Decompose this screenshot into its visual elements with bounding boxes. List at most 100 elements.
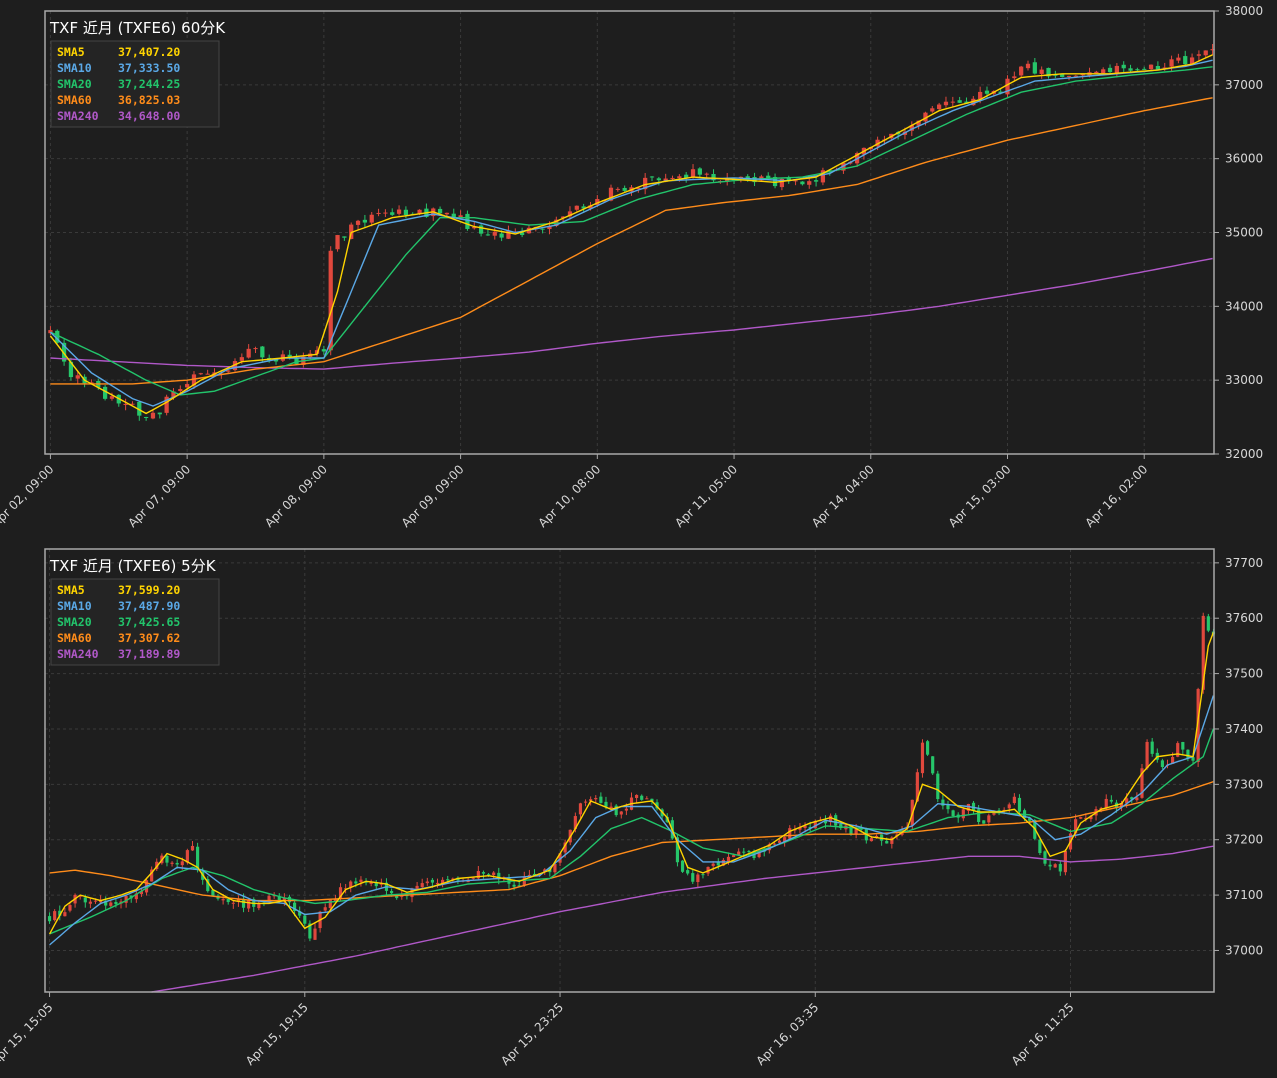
candle-body <box>923 112 928 122</box>
legend-name: SMA60 <box>57 93 92 107</box>
candle-body <box>1206 616 1210 631</box>
y-tick-label: 37000 <box>1225 943 1263 957</box>
candle-body <box>185 384 190 388</box>
candle-body <box>344 888 348 890</box>
candle-body <box>157 412 162 415</box>
candle-body <box>170 862 174 864</box>
candle-body <box>58 910 62 916</box>
candle-body <box>68 905 72 911</box>
candle-body <box>567 211 573 217</box>
candle-body <box>444 212 450 215</box>
candle-body <box>180 861 184 866</box>
candle-body <box>875 139 880 147</box>
candle-body <box>328 899 332 909</box>
legend-box <box>50 578 220 666</box>
x-tick-label: Apr 09, 09:00 <box>399 462 467 530</box>
candle-body <box>1066 75 1072 77</box>
legend-name: SMA240 <box>57 109 99 123</box>
candle-body <box>635 794 639 798</box>
candle-body <box>1189 57 1195 65</box>
candle-body <box>435 882 440 884</box>
candle-body <box>287 896 292 903</box>
candle-body <box>622 187 627 191</box>
candle-body <box>383 212 388 214</box>
candle-body <box>1186 749 1190 758</box>
candle-body <box>745 176 750 179</box>
y-tick-label: 36000 <box>1225 152 1263 166</box>
candle-body <box>588 205 593 209</box>
candle-body <box>144 416 149 418</box>
sma5-line <box>49 54 1213 415</box>
candle-body <box>175 862 179 865</box>
candle-body <box>599 796 603 803</box>
legend-value: 37,244.25 <box>118 77 180 91</box>
candle-body <box>355 220 361 225</box>
candle-body <box>1058 863 1062 872</box>
candle-body <box>478 225 484 234</box>
candle-body <box>716 862 720 866</box>
candle-body <box>686 870 690 874</box>
candle-body <box>415 885 419 889</box>
candle-body <box>574 205 579 210</box>
chart-panel-1: 32000 33000 34000 35000 36000 37000 38000 Apr 0… <box>0 4 1263 530</box>
candle-body <box>563 842 567 853</box>
candle-body <box>267 896 271 903</box>
candle-body <box>323 907 327 911</box>
candle-body <box>978 91 983 100</box>
candle-body <box>198 373 203 375</box>
candle-body <box>1099 807 1103 809</box>
candle-body <box>1109 799 1113 802</box>
candle-body <box>374 882 378 887</box>
y-tick-label: 37000 <box>1225 78 1263 92</box>
candle-body <box>747 851 751 853</box>
candle-body <box>937 104 942 110</box>
candle-body <box>1125 798 1129 804</box>
candle-body <box>471 877 475 879</box>
candle-body <box>813 820 817 829</box>
candle-body <box>1210 49 1215 51</box>
candle-body <box>150 869 154 882</box>
candle-body <box>655 802 659 809</box>
candle-body <box>68 361 74 378</box>
candle-body <box>1155 65 1161 70</box>
candle-body <box>640 795 644 800</box>
candle-body <box>123 403 128 405</box>
candle-body <box>379 883 383 885</box>
candle-body <box>303 915 307 924</box>
candle-body <box>93 900 98 902</box>
candle-body <box>1074 819 1078 834</box>
candle-body <box>185 850 189 863</box>
candle-body <box>946 804 950 810</box>
candle-body <box>697 168 702 175</box>
candle-body <box>236 898 241 902</box>
legend-name: SMA10 <box>57 599 92 613</box>
candle-body <box>257 903 261 909</box>
candle-body <box>595 198 600 205</box>
candle-body <box>293 902 297 911</box>
candle-body <box>1104 798 1108 808</box>
candle-body <box>1140 768 1144 798</box>
candle-body <box>540 228 545 230</box>
candle-body <box>1201 615 1205 690</box>
candle-body <box>982 820 986 824</box>
candle-body <box>441 879 445 885</box>
candle-body <box>581 206 586 209</box>
candle-body <box>78 895 82 897</box>
candle-body <box>1171 756 1175 764</box>
candle-body <box>226 370 231 372</box>
candle-body <box>704 173 709 175</box>
candle-body <box>196 846 200 870</box>
candle-body <box>931 756 935 774</box>
candle-body <box>83 897 87 903</box>
candle-body <box>643 177 648 190</box>
candle-body <box>656 178 661 181</box>
y-tick-label: 37100 <box>1225 888 1263 902</box>
candle-body <box>1128 68 1133 71</box>
candle-body <box>732 855 736 858</box>
candle-body <box>497 872 501 880</box>
candle-body <box>757 850 761 858</box>
candle-body <box>594 797 598 800</box>
candle-body <box>915 772 919 802</box>
candle-body <box>137 401 142 416</box>
candle-body <box>451 213 456 218</box>
